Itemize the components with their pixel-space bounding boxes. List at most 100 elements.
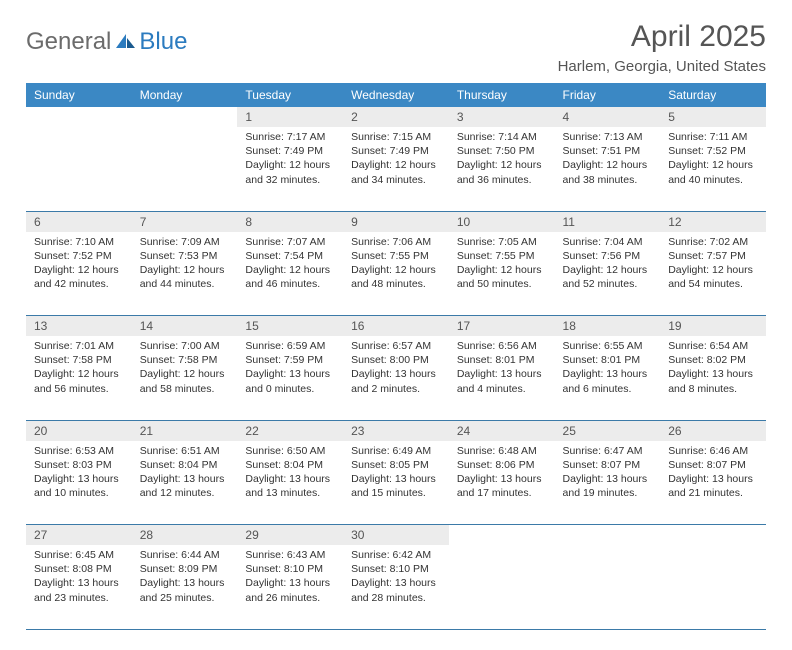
day-content-cell: Sunrise: 7:11 AMSunset: 7:52 PMDaylight:…: [660, 127, 766, 211]
day-number-cell: [26, 107, 132, 127]
day-number: [660, 525, 766, 545]
day-content-row: Sunrise: 6:45 AMSunset: 8:08 PMDaylight:…: [26, 545, 766, 629]
day-number-cell: 13: [26, 316, 132, 337]
logo-text-blue: Blue: [139, 28, 187, 56]
day-details: [449, 545, 555, 568]
day-details: [132, 127, 238, 150]
day-number-cell: 18: [555, 316, 661, 337]
day-number-cell: 4: [555, 107, 661, 127]
day-number: 7: [132, 212, 238, 232]
title-block: April 2025 Harlem, Georgia, United State…: [558, 20, 766, 75]
day-number: 9: [343, 212, 449, 232]
day-content-cell: Sunrise: 7:09 AMSunset: 7:53 PMDaylight:…: [132, 232, 238, 316]
day-content-cell: [555, 545, 661, 629]
day-details: Sunrise: 7:07 AMSunset: 7:54 PMDaylight:…: [237, 232, 343, 298]
day-content-cell: [449, 545, 555, 629]
day-details: Sunrise: 7:09 AMSunset: 7:53 PMDaylight:…: [132, 232, 238, 298]
day-number-cell: 14: [132, 316, 238, 337]
day-details: Sunrise: 7:01 AMSunset: 7:58 PMDaylight:…: [26, 336, 132, 402]
day-number: 24: [449, 421, 555, 441]
weekday-header: Friday: [555, 83, 661, 107]
day-number: 3: [449, 107, 555, 127]
day-content-row: Sunrise: 7:10 AMSunset: 7:52 PMDaylight:…: [26, 232, 766, 316]
day-number: 25: [555, 421, 661, 441]
day-details: Sunrise: 7:00 AMSunset: 7:58 PMDaylight:…: [132, 336, 238, 402]
day-number: 27: [26, 525, 132, 545]
day-details: Sunrise: 6:53 AMSunset: 8:03 PMDaylight:…: [26, 441, 132, 507]
day-number: 21: [132, 421, 238, 441]
day-number-cell: 22: [237, 420, 343, 441]
day-details: Sunrise: 7:11 AMSunset: 7:52 PMDaylight:…: [660, 127, 766, 193]
day-details: Sunrise: 6:47 AMSunset: 8:07 PMDaylight:…: [555, 441, 661, 507]
day-details: Sunrise: 7:14 AMSunset: 7:50 PMDaylight:…: [449, 127, 555, 193]
day-content-cell: [132, 127, 238, 211]
day-number-row: 27282930: [26, 525, 766, 546]
weekday-header: Tuesday: [237, 83, 343, 107]
day-number-cell: 15: [237, 316, 343, 337]
day-details: Sunrise: 6:54 AMSunset: 8:02 PMDaylight:…: [660, 336, 766, 402]
day-number: 30: [343, 525, 449, 545]
day-number-row: 12345: [26, 107, 766, 127]
day-number-cell: 1: [237, 107, 343, 127]
day-content-row: Sunrise: 7:01 AMSunset: 7:58 PMDaylight:…: [26, 336, 766, 420]
day-number-cell: 23: [343, 420, 449, 441]
day-content-cell: Sunrise: 7:05 AMSunset: 7:55 PMDaylight:…: [449, 232, 555, 316]
day-content-cell: Sunrise: 7:06 AMSunset: 7:55 PMDaylight:…: [343, 232, 449, 316]
day-details: Sunrise: 7:06 AMSunset: 7:55 PMDaylight:…: [343, 232, 449, 298]
logo-sail-icon: [115, 33, 137, 51]
day-number-cell: 12: [660, 211, 766, 232]
day-details: Sunrise: 6:57 AMSunset: 8:00 PMDaylight:…: [343, 336, 449, 402]
day-number-cell: 9: [343, 211, 449, 232]
day-content-cell: Sunrise: 6:51 AMSunset: 8:04 PMDaylight:…: [132, 441, 238, 525]
day-details: [555, 545, 661, 568]
day-number-cell: 10: [449, 211, 555, 232]
weekday-header: Thursday: [449, 83, 555, 107]
month-title: April 2025: [558, 20, 766, 54]
day-number: 12: [660, 212, 766, 232]
day-content-cell: Sunrise: 7:00 AMSunset: 7:58 PMDaylight:…: [132, 336, 238, 420]
day-number: 22: [237, 421, 343, 441]
day-details: Sunrise: 6:48 AMSunset: 8:06 PMDaylight:…: [449, 441, 555, 507]
day-content-cell: Sunrise: 6:54 AMSunset: 8:02 PMDaylight:…: [660, 336, 766, 420]
day-number-cell: 19: [660, 316, 766, 337]
day-number: 18: [555, 316, 661, 336]
day-content-cell: Sunrise: 7:14 AMSunset: 7:50 PMDaylight:…: [449, 127, 555, 211]
day-number-cell: 2: [343, 107, 449, 127]
day-content-cell: Sunrise: 6:55 AMSunset: 8:01 PMDaylight:…: [555, 336, 661, 420]
calendar-body: 12345 Sunrise: 7:17 AMSunset: 7:49 PMDay…: [26, 107, 766, 629]
day-number: 11: [555, 212, 661, 232]
day-number: 19: [660, 316, 766, 336]
day-number-cell: 11: [555, 211, 661, 232]
day-number-row: 6789101112: [26, 211, 766, 232]
day-number: 1: [237, 107, 343, 127]
day-details: Sunrise: 6:43 AMSunset: 8:10 PMDaylight:…: [237, 545, 343, 611]
weekday-header: Monday: [132, 83, 238, 107]
day-details: Sunrise: 6:51 AMSunset: 8:04 PMDaylight:…: [132, 441, 238, 507]
day-number-cell: 16: [343, 316, 449, 337]
logo-text-general: General: [26, 28, 111, 56]
day-number-cell: 6: [26, 211, 132, 232]
day-content-cell: Sunrise: 6:48 AMSunset: 8:06 PMDaylight:…: [449, 441, 555, 525]
day-number: 8: [237, 212, 343, 232]
day-content-cell: Sunrise: 7:07 AMSunset: 7:54 PMDaylight:…: [237, 232, 343, 316]
day-details: Sunrise: 6:55 AMSunset: 8:01 PMDaylight:…: [555, 336, 661, 402]
day-details: Sunrise: 6:49 AMSunset: 8:05 PMDaylight:…: [343, 441, 449, 507]
day-number-cell: 24: [449, 420, 555, 441]
day-details: Sunrise: 7:17 AMSunset: 7:49 PMDaylight:…: [237, 127, 343, 193]
day-number: [555, 525, 661, 545]
day-number: 13: [26, 316, 132, 336]
day-number: 4: [555, 107, 661, 127]
day-details: Sunrise: 6:59 AMSunset: 7:59 PMDaylight:…: [237, 336, 343, 402]
day-number: [449, 525, 555, 545]
day-number: 28: [132, 525, 238, 545]
day-content-row: Sunrise: 7:17 AMSunset: 7:49 PMDaylight:…: [26, 127, 766, 211]
day-number: [26, 107, 132, 127]
day-number-cell: 25: [555, 420, 661, 441]
day-details: [26, 127, 132, 150]
day-content-cell: Sunrise: 6:57 AMSunset: 8:00 PMDaylight:…: [343, 336, 449, 420]
day-content-cell: Sunrise: 6:42 AMSunset: 8:10 PMDaylight:…: [343, 545, 449, 629]
day-number-cell: 20: [26, 420, 132, 441]
day-number: 26: [660, 421, 766, 441]
weekday-header: Saturday: [660, 83, 766, 107]
day-number-cell: 28: [132, 525, 238, 546]
